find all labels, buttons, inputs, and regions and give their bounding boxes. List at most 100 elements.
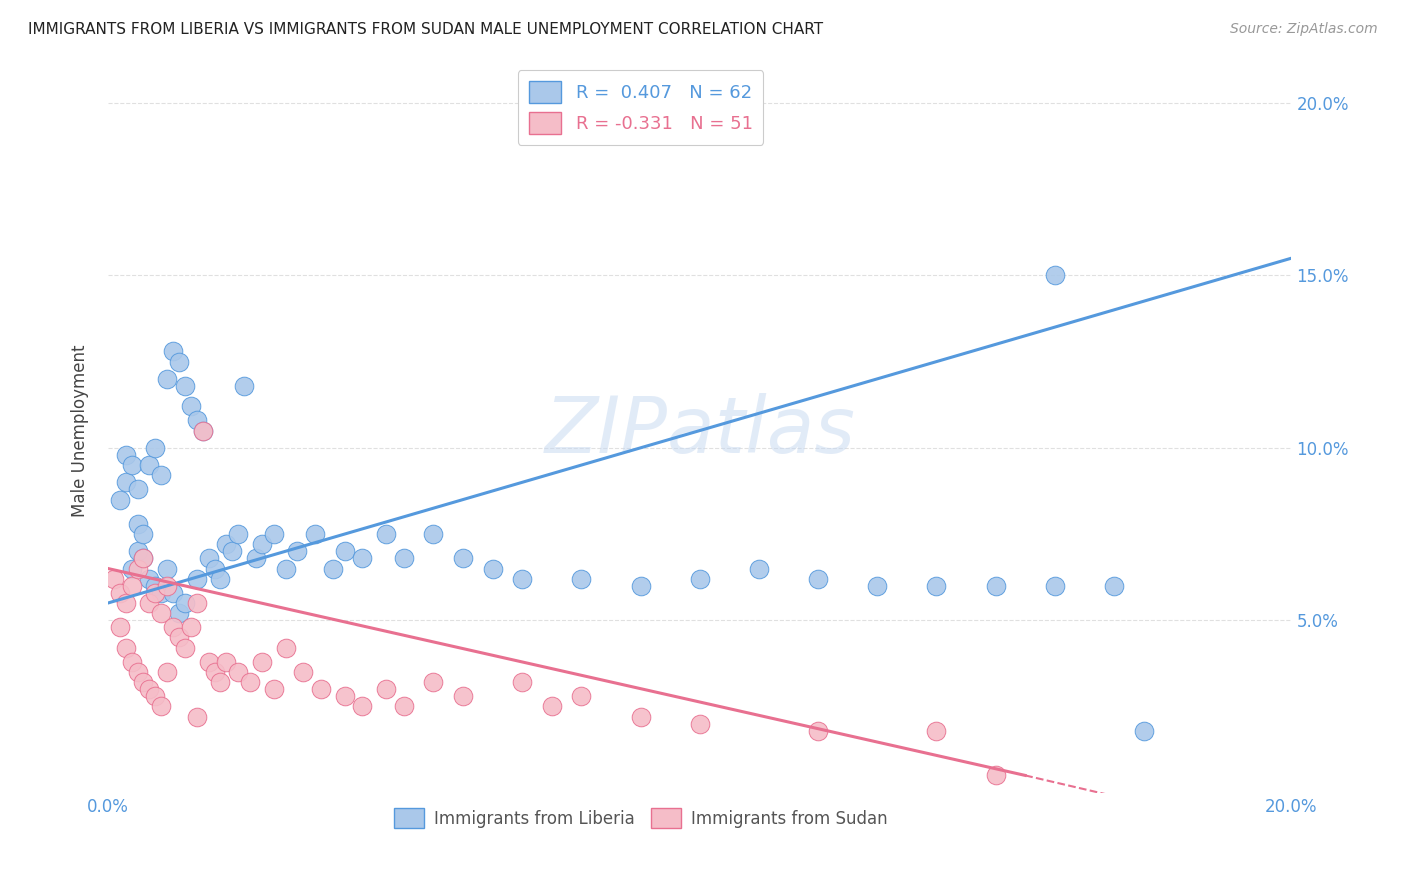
Point bbox=[138, 458, 160, 472]
Point bbox=[143, 689, 166, 703]
Point bbox=[138, 682, 160, 697]
Point bbox=[143, 441, 166, 455]
Point bbox=[156, 561, 179, 575]
Point bbox=[114, 640, 136, 655]
Point bbox=[150, 585, 173, 599]
Point bbox=[352, 551, 374, 566]
Point bbox=[103, 572, 125, 586]
Point bbox=[204, 665, 226, 679]
Point bbox=[167, 354, 190, 368]
Point bbox=[127, 482, 149, 496]
Point bbox=[481, 561, 503, 575]
Point bbox=[250, 655, 273, 669]
Point bbox=[197, 551, 219, 566]
Point bbox=[209, 675, 232, 690]
Point bbox=[1102, 579, 1125, 593]
Y-axis label: Male Unemployment: Male Unemployment bbox=[72, 344, 89, 516]
Point bbox=[167, 607, 190, 621]
Point bbox=[984, 579, 1007, 593]
Point bbox=[807, 572, 830, 586]
Point bbox=[510, 675, 533, 690]
Point bbox=[233, 378, 256, 392]
Point bbox=[127, 665, 149, 679]
Point bbox=[422, 527, 444, 541]
Point bbox=[150, 607, 173, 621]
Point bbox=[245, 551, 267, 566]
Point bbox=[540, 699, 562, 714]
Point bbox=[114, 596, 136, 610]
Point bbox=[186, 596, 208, 610]
Point bbox=[138, 572, 160, 586]
Point bbox=[226, 527, 249, 541]
Point bbox=[209, 572, 232, 586]
Point bbox=[215, 655, 238, 669]
Point bbox=[150, 468, 173, 483]
Point bbox=[263, 527, 285, 541]
Point bbox=[108, 620, 131, 634]
Point bbox=[984, 768, 1007, 782]
Point bbox=[925, 579, 948, 593]
Point bbox=[333, 689, 356, 703]
Point bbox=[1043, 579, 1066, 593]
Point bbox=[333, 544, 356, 558]
Point bbox=[322, 561, 344, 575]
Point bbox=[174, 378, 197, 392]
Point bbox=[866, 579, 889, 593]
Point bbox=[143, 579, 166, 593]
Point bbox=[451, 551, 474, 566]
Point bbox=[375, 682, 398, 697]
Point bbox=[132, 551, 155, 566]
Point bbox=[180, 620, 202, 634]
Point bbox=[162, 344, 184, 359]
Point bbox=[569, 689, 592, 703]
Point bbox=[114, 448, 136, 462]
Point bbox=[132, 551, 155, 566]
Point bbox=[292, 665, 315, 679]
Point bbox=[1043, 268, 1066, 283]
Point bbox=[191, 424, 214, 438]
Point bbox=[186, 413, 208, 427]
Point bbox=[127, 516, 149, 531]
Point bbox=[215, 537, 238, 551]
Point bbox=[748, 561, 770, 575]
Point bbox=[204, 561, 226, 575]
Point bbox=[239, 675, 262, 690]
Point bbox=[422, 675, 444, 690]
Point bbox=[689, 716, 711, 731]
Point bbox=[807, 723, 830, 738]
Point bbox=[143, 585, 166, 599]
Point bbox=[127, 561, 149, 575]
Point bbox=[150, 699, 173, 714]
Point bbox=[191, 424, 214, 438]
Text: Source: ZipAtlas.com: Source: ZipAtlas.com bbox=[1230, 22, 1378, 37]
Point bbox=[121, 579, 143, 593]
Point bbox=[221, 544, 243, 558]
Point bbox=[309, 682, 332, 697]
Point bbox=[274, 640, 297, 655]
Point bbox=[630, 579, 652, 593]
Point bbox=[689, 572, 711, 586]
Point bbox=[167, 631, 190, 645]
Text: ZIPatlas: ZIPatlas bbox=[544, 392, 855, 468]
Point bbox=[1132, 723, 1154, 738]
Point bbox=[121, 458, 143, 472]
Point bbox=[250, 537, 273, 551]
Point bbox=[114, 475, 136, 490]
Point bbox=[263, 682, 285, 697]
Point bbox=[121, 655, 143, 669]
Point bbox=[121, 561, 143, 575]
Point bbox=[186, 710, 208, 724]
Point bbox=[392, 551, 415, 566]
Point bbox=[569, 572, 592, 586]
Point bbox=[630, 710, 652, 724]
Point bbox=[274, 561, 297, 575]
Point bbox=[156, 665, 179, 679]
Point bbox=[197, 655, 219, 669]
Point bbox=[127, 544, 149, 558]
Point bbox=[352, 699, 374, 714]
Point bbox=[392, 699, 415, 714]
Point bbox=[451, 689, 474, 703]
Legend: Immigrants from Liberia, Immigrants from Sudan: Immigrants from Liberia, Immigrants from… bbox=[387, 801, 894, 835]
Point bbox=[132, 675, 155, 690]
Text: IMMIGRANTS FROM LIBERIA VS IMMIGRANTS FROM SUDAN MALE UNEMPLOYMENT CORRELATION C: IMMIGRANTS FROM LIBERIA VS IMMIGRANTS FR… bbox=[28, 22, 824, 37]
